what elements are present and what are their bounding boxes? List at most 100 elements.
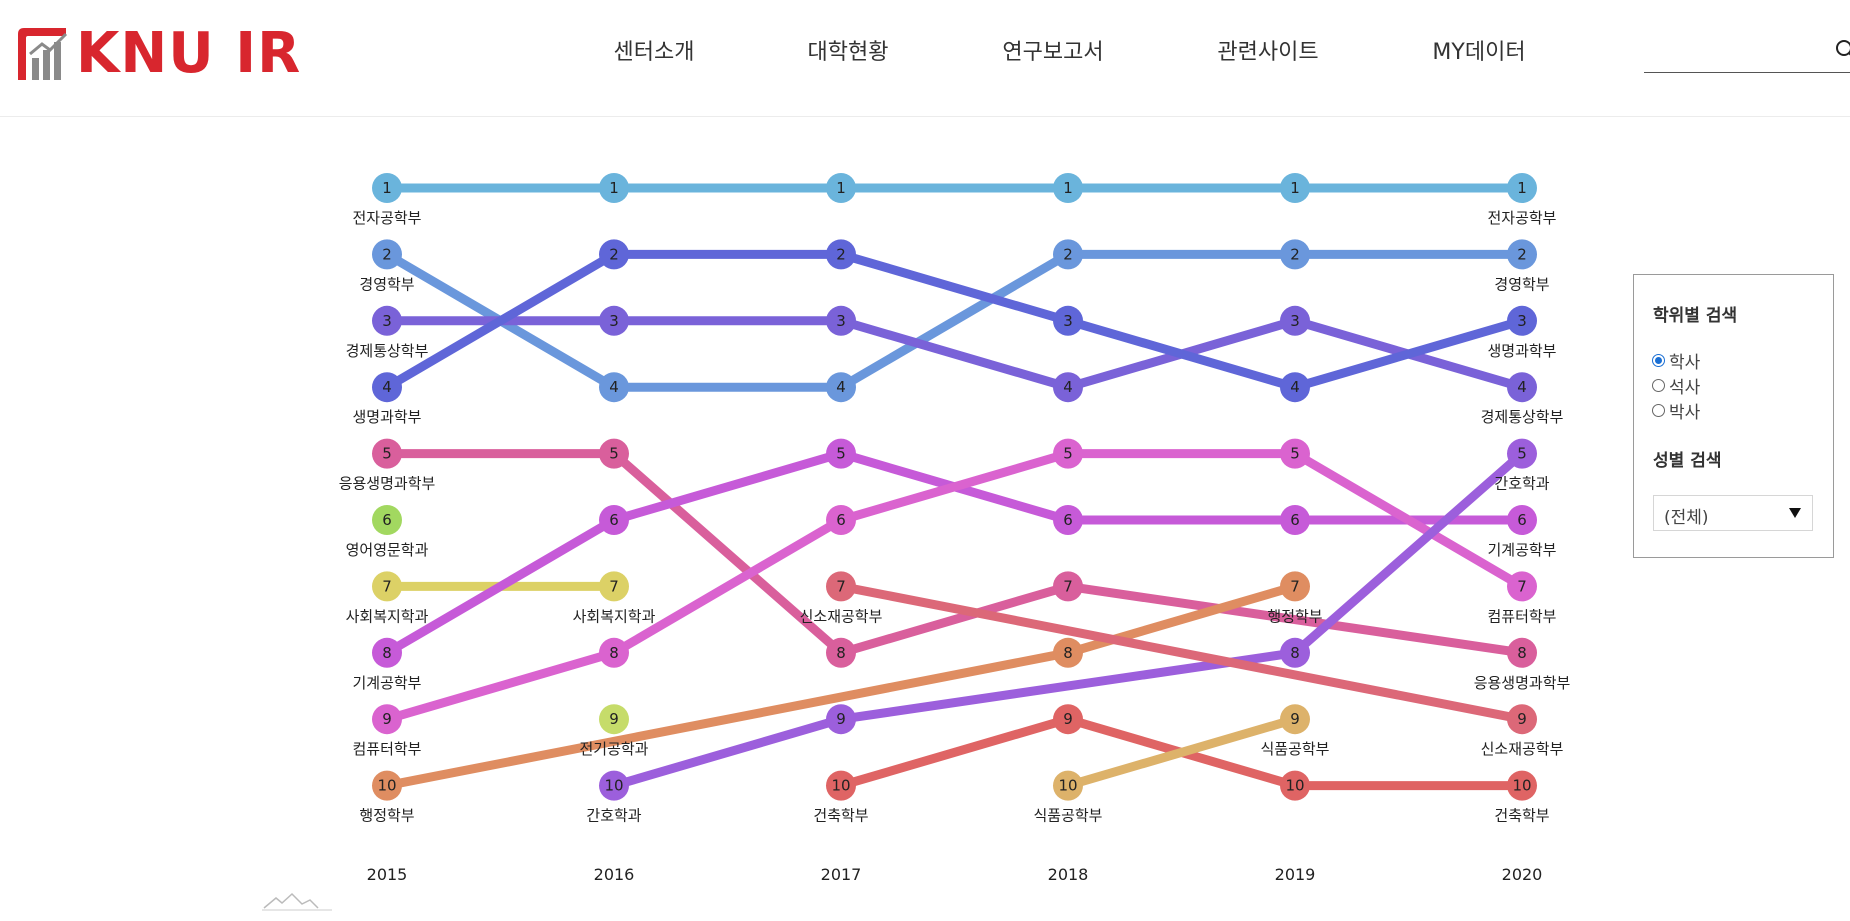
rank-node-circle[interactable]: [826, 372, 856, 403]
search-input[interactable]: [1644, 36, 1828, 68]
rank-node[interactable]: 2: [1280, 239, 1310, 270]
rank-node[interactable]: 1: [599, 173, 629, 203]
rank-node[interactable]: 6: [826, 505, 856, 535]
search-icon[interactable]: [1834, 38, 1850, 62]
rank-node[interactable]: 3: [372, 305, 402, 336]
rank-node-circle[interactable]: [1507, 173, 1537, 203]
nav-item-related-sites[interactable]: 관련사이트: [1217, 40, 1319, 65]
rank-node-circle[interactable]: [1280, 173, 1310, 203]
rank-node[interactable]: 8: [1280, 637, 1310, 668]
rank-node[interactable]: 8: [1053, 637, 1083, 668]
rank-node-circle[interactable]: [1507, 770, 1537, 801]
rank-node-circle[interactable]: [599, 438, 629, 469]
rank-node-circle[interactable]: [372, 372, 402, 403]
rank-node[interactable]: 3: [1053, 305, 1083, 336]
rank-node[interactable]: 4: [826, 372, 856, 403]
rank-node-circle[interactable]: [372, 704, 402, 735]
rank-node[interactable]: 1: [826, 173, 856, 203]
rank-node-circle[interactable]: [826, 173, 856, 203]
rank-node-circle[interactable]: [1053, 571, 1083, 602]
rank-node-circle[interactable]: [1507, 305, 1537, 336]
rank-node[interactable]: 7: [372, 571, 402, 602]
rank-node-circle[interactable]: [826, 438, 856, 469]
rank-node-circle[interactable]: [599, 173, 629, 203]
rank-node[interactable]: 9: [826, 704, 856, 735]
rank-node[interactable]: 1: [1053, 173, 1083, 203]
rank-node-circle[interactable]: [1280, 571, 1310, 602]
rank-node-circle[interactable]: [1280, 305, 1310, 336]
rank-node-circle[interactable]: [826, 704, 856, 735]
rank-node[interactable]: 2: [599, 239, 629, 270]
degree-option-doctor[interactable]: 박사: [1652, 399, 1700, 423]
series-line[interactable]: [382, 449, 1527, 724]
rank-node-circle[interactable]: [372, 239, 402, 270]
rank-node-circle[interactable]: [1507, 438, 1537, 469]
rank-node[interactable]: 1: [372, 173, 402, 203]
degree-option-bachelor[interactable]: 학사: [1652, 349, 1700, 373]
nav-item-research-reports[interactable]: 연구보고서: [1002, 40, 1104, 65]
rank-node-circle[interactable]: [1053, 305, 1083, 336]
rank-node-circle[interactable]: [1053, 438, 1083, 469]
rank-node-circle[interactable]: [372, 770, 402, 801]
rank-node[interactable]: 4: [1053, 372, 1083, 403]
rank-node[interactable]: 7: [599, 571, 629, 602]
series-line[interactable]: [836, 581, 1527, 724]
rank-node[interactable]: 10: [599, 770, 629, 801]
rank-node[interactable]: 2: [826, 239, 856, 270]
nav-item-center-intro[interactable]: 센터소개: [613, 40, 695, 65]
rank-node-circle[interactable]: [1280, 438, 1310, 469]
rank-node-circle[interactable]: [1053, 505, 1083, 535]
rank-node[interactable]: 4: [1507, 372, 1537, 403]
rank-node[interactable]: 2: [1053, 239, 1083, 270]
rank-node-circle[interactable]: [1053, 770, 1083, 801]
rank-node[interactable]: 3: [1280, 305, 1310, 336]
series-line[interactable]: [609, 449, 1527, 791]
rank-node-circle[interactable]: [1507, 637, 1537, 668]
rank-node-circle[interactable]: [372, 571, 402, 602]
rank-node-circle[interactable]: [1280, 239, 1310, 270]
rank-node-circle[interactable]: [1507, 239, 1537, 270]
rank-node-circle[interactable]: [372, 505, 402, 535]
rank-node[interactable]: 5: [1053, 438, 1083, 469]
rank-node-circle[interactable]: [1507, 372, 1537, 403]
degree-option-master[interactable]: 석사: [1652, 374, 1700, 398]
rank-node[interactable]: 3: [599, 305, 629, 336]
rank-node-circle[interactable]: [1280, 372, 1310, 403]
rank-node-circle[interactable]: [599, 239, 629, 270]
rank-node-circle[interactable]: [1053, 372, 1083, 403]
rank-node-circle[interactable]: [599, 770, 629, 801]
series-line[interactable]: [382, 249, 1527, 392]
rank-node[interactable]: 4: [1280, 372, 1310, 403]
rank-node[interactable]: 7: [826, 571, 856, 602]
series-line[interactable]: [1063, 714, 1300, 791]
rank-node-circle[interactable]: [826, 571, 856, 602]
rank-node[interactable]: 9: [372, 704, 402, 735]
rank-node-circle[interactable]: [1280, 505, 1310, 535]
rank-node[interactable]: 9: [1053, 704, 1083, 735]
rank-node-circle[interactable]: [1053, 637, 1083, 668]
rank-node[interactable]: 6: [1053, 505, 1083, 535]
rank-node[interactable]: 6: [1507, 505, 1537, 535]
rank-node[interactable]: 5: [1280, 438, 1310, 469]
rank-node-circle[interactable]: [372, 637, 402, 668]
rank-node[interactable]: 9: [1280, 704, 1310, 735]
rank-node[interactable]: 5: [1507, 438, 1537, 469]
rank-node-circle[interactable]: [599, 637, 629, 668]
rank-node-circle[interactable]: [826, 770, 856, 801]
rank-node[interactable]: 5: [372, 438, 402, 469]
rank-node[interactable]: 6: [1280, 505, 1310, 535]
rank-node-circle[interactable]: [599, 305, 629, 336]
rank-node-circle[interactable]: [1053, 239, 1083, 270]
rank-node-circle[interactable]: [599, 704, 629, 735]
rank-node[interactable]: 2: [1507, 239, 1537, 270]
rank-node[interactable]: 10: [372, 770, 402, 801]
series-line[interactable]: [382, 249, 1527, 392]
rank-node-circle[interactable]: [599, 571, 629, 602]
series-line[interactable]: [382, 316, 1527, 392]
rank-node[interactable]: 8: [826, 637, 856, 668]
rank-node[interactable]: 2: [372, 239, 402, 270]
rank-node-circle[interactable]: [1507, 571, 1537, 602]
rank-node-circle[interactable]: [826, 637, 856, 668]
rank-node-circle[interactable]: [1507, 505, 1537, 535]
rank-node[interactable]: 10: [1053, 770, 1083, 801]
